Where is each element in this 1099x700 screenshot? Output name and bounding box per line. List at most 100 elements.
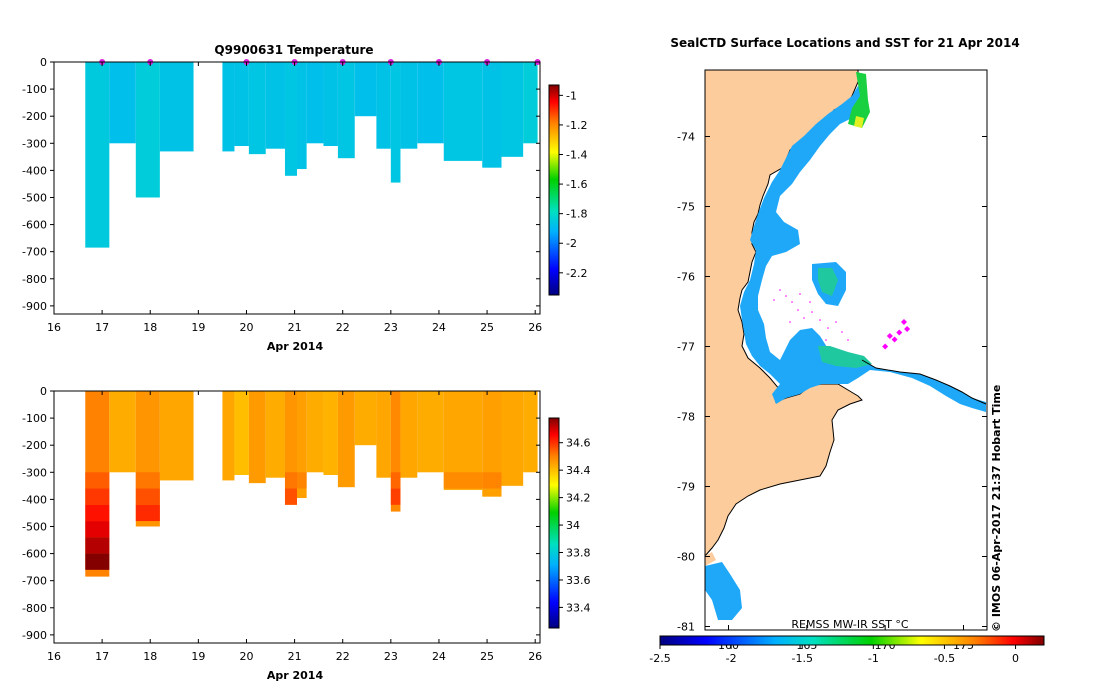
salinity-x-tick-label: 16: [47, 650, 61, 663]
temperature-y-tick-label: -500: [22, 191, 47, 204]
salinity-colorbar: [548, 417, 560, 629]
salinity-y-tick-label: -900: [22, 629, 47, 642]
salinity-y-tick-label: -400: [22, 493, 47, 506]
map-title: SealCTD Surface Locations and SST for 21…: [670, 36, 1019, 50]
temperature-colorbar-tick-label: -2.2: [566, 267, 587, 280]
imos-credit: © IMOS 06-Apr-2017 21:37 Hobart Time: [990, 385, 1003, 632]
temperature-columns: [85, 62, 538, 248]
salinity-x-label: Apr 2014: [267, 669, 324, 682]
salinity-column: [390, 391, 401, 512]
sst-green-patch: [848, 72, 870, 128]
temperature-column: [501, 62, 524, 157]
temperature-y-tick-label: -400: [22, 164, 47, 177]
salinity-x-axis: 16 17 18 19 20 21 22 23 24 25 26: [47, 391, 542, 663]
salinity-y-tick-label: -700: [22, 575, 47, 588]
map-lat-tick-label: -74: [677, 131, 695, 144]
sst-colorbar-tick-label: 0: [1012, 652, 1019, 665]
temperature-x-label: Apr 2014: [267, 340, 324, 353]
seal-location-marker: [900, 319, 907, 325]
temperature-column: [482, 62, 502, 168]
sst-colorbar-tick-label: -1: [868, 652, 879, 665]
seal-track: [773, 289, 849, 341]
salinity-y-axis: 0 -100 -200 -300 -400 -500 -600 -700 -800 -900: [22, 385, 540, 642]
salinity-cell: [390, 472, 401, 489]
seal-location-marker: [891, 336, 898, 343]
temperature-x-axis: 16 17 18 19 20 21 22 23 24 25 26: [47, 62, 542, 334]
map-latitude-ticks: -74 -75 -76 -77 -78 -79 -80 -81: [677, 131, 987, 634]
salinity-cell: [390, 488, 401, 505]
seal-location-marker: [882, 343, 889, 350]
temperature-colorbar-tick-label: -1.4: [566, 149, 587, 162]
map-lat-tick-label: -81: [677, 621, 695, 634]
salinity-x-tick-label: 24: [432, 650, 446, 663]
salinity-x-tick-label: 21: [288, 650, 302, 663]
temperature-x-tick-label: 19: [191, 321, 205, 334]
temperature-title: Q9900631 Temperature: [214, 43, 373, 57]
salinity-y-tick-label: -600: [22, 548, 47, 561]
salinity-colorbar-tick-label: 33.8: [566, 547, 591, 560]
temperature-panel: Q9900631 Temperature 16 17 18 19 20 21 22 23 24 2…: [22, 43, 587, 353]
temperature-x-tick-label: 25: [480, 321, 494, 334]
salinity-cell: [297, 472, 307, 489]
salinity-column: [234, 391, 249, 475]
temperature-x-tick-label: 18: [143, 321, 157, 334]
temperature-column: [85, 62, 110, 248]
sst-ice-edge: [818, 346, 872, 368]
temperature-column: [297, 62, 307, 170]
salinity-x-tick-label: 25: [480, 650, 494, 663]
salinity-x-tick-label: 19: [191, 650, 205, 663]
salinity-column: [109, 391, 136, 473]
temperature-colorbar-tick-label: -1: [566, 89, 577, 102]
salinity-y-tick-label: -500: [22, 520, 47, 533]
salinity-column: [323, 391, 338, 475]
temperature-x-tick-label: 22: [336, 321, 350, 334]
temperature-column: [159, 62, 194, 152]
salinity-columns: [85, 391, 538, 577]
salinity-plot-frame: [53, 390, 541, 644]
sst-colorbar-tick-label: -2.5: [649, 652, 670, 665]
salinity-y-tick-label: -300: [22, 466, 47, 479]
temperature-y-tick-label: -800: [22, 273, 47, 286]
temperature-column: [306, 62, 324, 144]
temperature-column: [234, 62, 249, 146]
salinity-column: [376, 391, 391, 478]
salinity-panel: 16 17 18 19 20 21 22 23 24 25 26 0 -100 -200 -300 -400…: [22, 385, 590, 682]
salinity-column: [306, 391, 324, 473]
salinity-colorbar-tick-label: 34: [566, 519, 580, 532]
salinity-colorbar-tick-label: 34.2: [566, 492, 591, 505]
salinity-column: [417, 391, 444, 473]
salinity-colorbar-tick-label: 34.6: [566, 437, 591, 450]
salinity-cell: [85, 553, 110, 570]
temperature-x-tick-label: 21: [288, 321, 302, 334]
salinity-x-tick-label: 23: [384, 650, 398, 663]
salinity-colorbar-tick-label: 33.4: [566, 601, 591, 614]
temperature-plot-frame: [53, 61, 541, 315]
salinity-cell: [284, 488, 297, 505]
temperature-y-tick-label: -600: [22, 219, 47, 232]
temperature-column: [417, 62, 444, 144]
salinity-column: [482, 391, 502, 497]
sst-colorbar-tick-label: -0.5: [934, 652, 955, 665]
sst-yellow-patch: [854, 116, 864, 128]
sst-balleny-patch: [705, 562, 742, 620]
salinity-cell: [85, 472, 110, 489]
salinity-column: [337, 391, 355, 488]
sst-colorbar-ticks: -2.5 -2 -1.5 -1 -0.5 0: [649, 645, 1019, 665]
temperature-x-tick-label: 26: [528, 321, 542, 334]
temperature-column: [376, 62, 391, 149]
temperature-column: [354, 62, 377, 117]
salinity-y-tick-label: -100: [22, 412, 47, 425]
temperature-colorbar-tick-label: -1.8: [566, 208, 587, 221]
map-lat-tick-label: -76: [677, 271, 695, 284]
salinity-cell: [85, 488, 110, 505]
temperature-column: [323, 62, 338, 146]
salinity-cell: [85, 537, 110, 554]
salinity-colorbar-tick-label: 33.6: [566, 574, 591, 587]
salinity-column: [523, 391, 538, 473]
salinity-column: [354, 391, 377, 446]
map-lat-tick-label: -79: [677, 481, 695, 494]
temperature-colorbar: [548, 84, 560, 296]
salinity-cell: [135, 488, 160, 505]
map-lat-tick-label: -78: [677, 411, 695, 424]
